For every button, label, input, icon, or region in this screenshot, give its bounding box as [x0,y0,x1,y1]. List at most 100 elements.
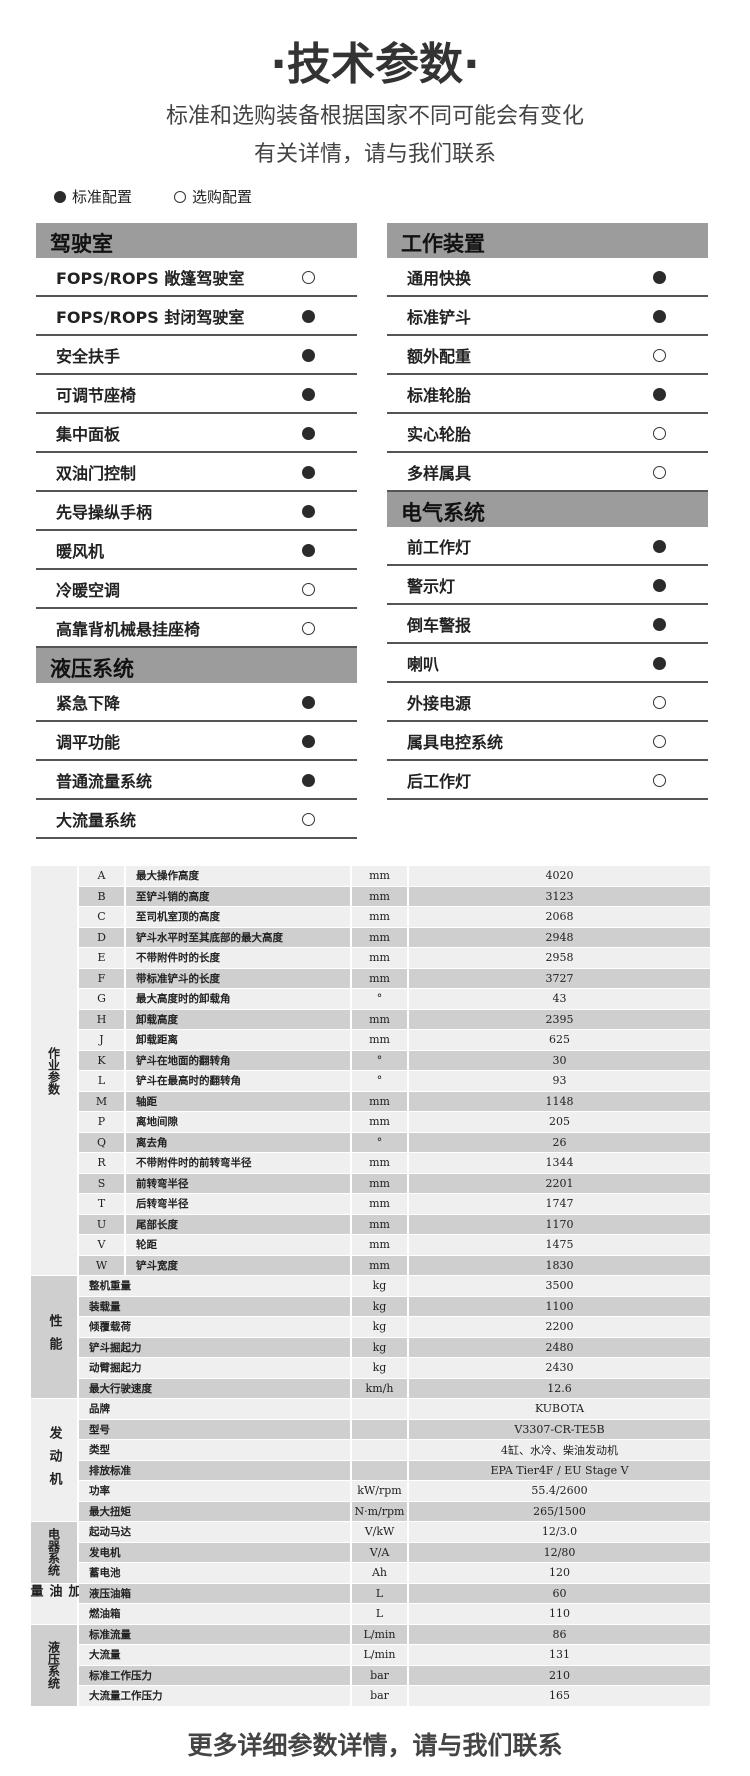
spec-value: 1100 [409,1296,712,1317]
spec-code: S [79,1173,126,1194]
spec-value: 30 [409,1050,712,1071]
spec-value: 4020 [409,866,712,887]
spec-unit [352,1460,409,1481]
filled-dot-icon [653,540,666,553]
legend: 标准配置 选购配置 [54,186,252,207]
spec-name: 铲斗宽度 [126,1255,352,1276]
spec-value: 86 [409,1624,712,1645]
feature-label: 实心轮胎 [407,424,472,444]
feature-row: 倒车警报 [387,605,708,644]
feature-label: 标准轮胎 [407,385,472,405]
feature-row: 紧急下降 [36,683,357,722]
spec-value: 26 [409,1132,712,1153]
feature-label: 警示灯 [407,576,456,596]
spec-category: 液压系统 [31,1624,79,1707]
hollow-dot-icon [174,191,187,203]
spec-name: 离去角 [126,1132,352,1153]
feature-label: 先导操纵手柄 [56,502,153,522]
spec-name: 大流量 [79,1645,352,1666]
feature-label: 安全扶手 [56,346,121,366]
spec-unit: kg [352,1276,409,1297]
page-title: ·技术参数· [270,39,480,90]
hollow-dot-icon [302,271,315,284]
feature-row: 后工作灯 [387,761,708,800]
spec-code: M [79,1091,126,1112]
spec-value: 3123 [409,886,712,907]
spec-value: 2480 [409,1337,712,1358]
hollow-dot-icon [653,696,666,709]
spec-value: 210 [409,1665,712,1686]
spec-unit: mm [352,1091,409,1112]
feature-row: 先导操纵手柄 [36,492,357,531]
spec-unit: V/A [352,1542,409,1563]
feature-row: 喇叭 [387,644,708,683]
spec-value: 2948 [409,927,712,948]
spec-unit: bar [352,1665,409,1686]
spec-value: 1170 [409,1214,712,1235]
feature-row: 外接电源 [387,683,708,722]
section-header: 液压系统 [36,648,357,683]
filled-dot-icon [302,735,315,748]
spec-value: 2430 [409,1358,712,1379]
feature-row: 安全扶手 [36,336,357,375]
feature-label: 高靠背机械悬挂座椅 [56,619,201,639]
spec-unit: L/min [352,1645,409,1666]
feature-row: 高靠背机械悬挂座椅 [36,609,357,648]
spec-unit: km/h [352,1378,409,1399]
spec-unit [352,1440,409,1461]
feature-row: 实心轮胎 [387,414,708,453]
feature-label: 倒车警报 [407,615,472,635]
spec-value: 205 [409,1112,712,1133]
filled-dot-icon [653,310,666,323]
spec-value: 3727 [409,968,712,989]
feature-label: 调平功能 [56,732,121,752]
spec-unit: mm [352,866,409,887]
hollow-dot-icon [653,427,666,440]
spec-unit: mm [352,968,409,989]
spec-name: 最大行驶速度 [79,1378,352,1399]
spec-unit: bar [352,1686,409,1707]
spec-unit: mm [352,948,409,969]
spec-unit: L [352,1583,409,1604]
spec-name: 装载量 [79,1296,352,1317]
spec-category: 性能 [31,1276,79,1399]
spec-category: 作业参数 [31,866,79,1276]
feature-label: 暖风机 [56,541,105,561]
spec-unit [352,1399,409,1420]
spec-name: 最大扭矩 [79,1501,352,1522]
feature-row: 前工作灯 [387,527,708,566]
feature-label: 集中面板 [56,424,121,444]
spec-name: 起动马达 [79,1522,352,1543]
spec-name: 带标准铲斗的长度 [126,968,352,989]
feature-row: FOPS/ROPS 封闭驾驶室 [36,297,357,336]
section-header: 驾驶室 [36,223,357,258]
spec-name: 离地间隙 [126,1112,352,1133]
hollow-dot-icon [302,813,315,826]
spec-value: 12/3.0 [409,1522,712,1543]
legend-label: 选购配置 [192,188,253,206]
spec-value: 43 [409,989,712,1010]
spec-value: 1747 [409,1194,712,1215]
hollow-dot-icon [653,735,666,748]
spec-unit: L [352,1604,409,1625]
filled-dot-icon [302,505,315,518]
spec-code: T [79,1194,126,1215]
spec-unit: kg [352,1317,409,1338]
spec-code: W [79,1255,126,1276]
hollow-dot-icon [302,622,315,635]
spec-category: 发动机 [31,1399,79,1522]
spec-code: V [79,1235,126,1256]
feature-label: FOPS/ROPS 敞篷驾驶室 [56,268,245,288]
spec-name: 蓄电池 [79,1563,352,1584]
feature-row: 可调节座椅 [36,375,357,414]
feature-label: 外接电源 [407,693,472,713]
spec-value: V3307-CR-TE5B [409,1419,712,1440]
spec-unit: V/kW [352,1522,409,1543]
spec-name: 轮距 [126,1235,352,1256]
spec-code: U [79,1214,126,1235]
filled-dot-icon [302,544,315,557]
spec-code: F [79,968,126,989]
subtitle: 标准和选购装备根据国家不同可能会有变化 [165,104,584,129]
spec-name: 动臂掘起力 [79,1358,352,1379]
legend-standard: 标准配置 [54,186,132,207]
